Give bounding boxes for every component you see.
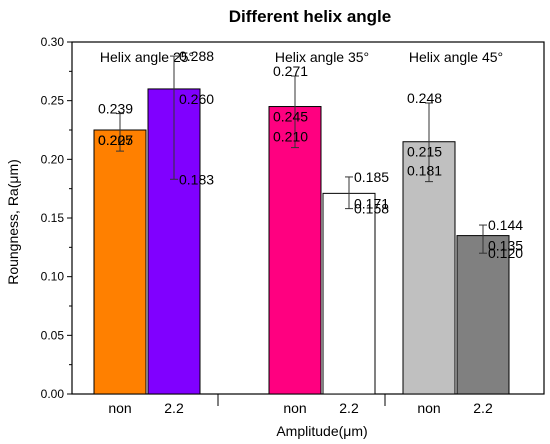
data-label-mean: 0.171 bbox=[354, 195, 389, 211]
group-label: Helix angle 45° bbox=[409, 49, 503, 65]
data-label-high: 0.144 bbox=[488, 217, 523, 233]
data-label-low: 0.158 bbox=[354, 201, 389, 217]
bar bbox=[93, 129, 147, 395]
y-tick-label: 0.05 bbox=[41, 328, 65, 342]
x-category-label: non bbox=[108, 400, 131, 416]
data-label-low: 0.183 bbox=[179, 171, 214, 187]
data-label-high: 0.239 bbox=[98, 101, 133, 117]
data-label-high: 0.271 bbox=[273, 63, 308, 79]
y-axis-label: Roungness, Ra(μm) bbox=[5, 159, 21, 285]
data-label-mean: 0.225 bbox=[98, 132, 133, 148]
x-category-label: 2.2 bbox=[339, 400, 359, 416]
y-tick-label: 0.30 bbox=[41, 35, 65, 49]
plot-area: 0.00 0.05 0.10 0.15 0.20 0.25 0.30 Helix angle … bbox=[41, 35, 545, 416]
data-label-mean: 0.260 bbox=[179, 91, 214, 107]
data-label-high: 0.288 bbox=[179, 48, 214, 64]
y-tick-label: 0.10 bbox=[41, 270, 65, 284]
data-label-low: 0.207 bbox=[98, 132, 133, 148]
y-tick-label: 0.25 bbox=[41, 94, 65, 108]
data-label-mean: 0.135 bbox=[488, 238, 523, 254]
x-axis-label: Amplitude(μm) bbox=[276, 423, 367, 439]
x-category-label: 2.2 bbox=[473, 400, 493, 416]
data-label-low: 0.120 bbox=[488, 245, 523, 261]
y-tick-label: 0.20 bbox=[41, 152, 65, 166]
data-label-low: 0.210 bbox=[273, 129, 308, 145]
bar bbox=[268, 106, 322, 395]
y-tick-label: 0.15 bbox=[41, 211, 65, 225]
chart-title: Different helix angle bbox=[229, 7, 391, 26]
x-category-label: non bbox=[417, 400, 440, 416]
y-tick-label: 0.00 bbox=[41, 387, 65, 401]
x-category-label: 2.2 bbox=[164, 400, 184, 416]
data-label-mean: 0.215 bbox=[407, 144, 442, 160]
x-category-label: non bbox=[283, 400, 306, 416]
group-label: Helix angle 35° bbox=[275, 49, 369, 65]
data-label-low: 0.181 bbox=[407, 163, 442, 179]
bar bbox=[322, 192, 376, 395]
bar bbox=[402, 141, 456, 395]
group-label: Helix angle 25° bbox=[100, 49, 194, 65]
data-label-high: 0.185 bbox=[354, 169, 389, 185]
data-label-high: 0.248 bbox=[407, 90, 442, 106]
data-label-mean: 0.245 bbox=[273, 109, 308, 125]
